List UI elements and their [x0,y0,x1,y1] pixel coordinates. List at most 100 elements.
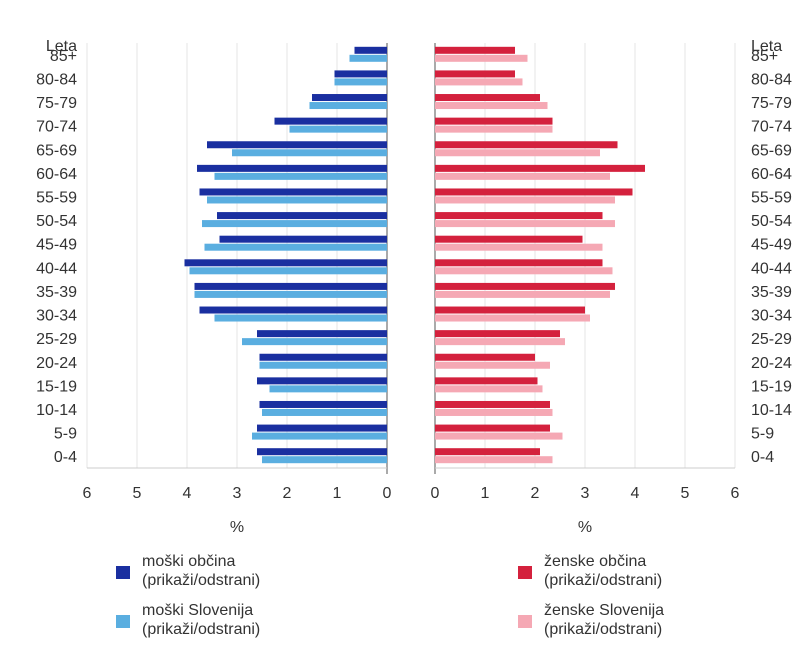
bar-female-slovenia [435,172,610,180]
bar-female-municipality [435,330,560,338]
bar-male-slovenia [214,172,387,180]
bar-female-municipality [435,188,633,196]
bar-female-slovenia [435,243,603,251]
bar-female-municipality [435,141,618,149]
bar-female-slovenia [435,196,615,204]
bar-male-municipality [199,188,387,196]
x-axis-label-right: % [578,519,592,536]
bar-male-municipality [259,400,387,408]
category-label-right: 20-24 [751,355,792,372]
legend-item-male-municipality[interactable]: moški občina (prikaži/odstrani) [116,552,260,590]
bar-female-slovenia [435,314,590,322]
bar-male-municipality [257,448,387,456]
legend-toggle-link[interactable]: (prikaži/odstrani) [142,572,261,589]
x-tick-label-left: 1 [333,485,342,502]
bar-female-slovenia [435,456,553,464]
bar-female-slovenia [435,220,615,228]
population-pyramid-chart: 0-4 0-4 5-9 5-9 10-14 10-14 15-19 15-19 20-24 20-… [36,38,792,536]
bar-female-slovenia [435,361,550,369]
category-label-left: 65-69 [36,142,77,159]
bar-female-slovenia [435,54,528,62]
x-tick-label-right: 2 [531,485,540,502]
legend-swatch [518,566,532,579]
bar-female-slovenia [435,78,523,86]
bar-male-municipality [257,424,387,432]
legend-toggle-link[interactable]: (prikaži/odstrani) [142,621,261,638]
legend-swatch [116,566,130,579]
bar-male-slovenia [262,456,387,464]
bar-female-slovenia [435,385,543,393]
bar-female-municipality [435,117,553,125]
bar-male-slovenia [289,125,387,133]
x-axis-label-left: % [230,519,244,536]
category-label-left: 15-19 [36,378,77,395]
bar-male-slovenia [232,149,387,157]
legend-item-male-slovenia[interactable]: moški Slovenija (prikaži/odstrani) [116,601,260,639]
category-label-right: 60-64 [751,166,792,183]
x-tick-label-left: 3 [233,485,242,502]
bar-male-municipality [334,70,387,78]
category-label-right: 0-4 [751,449,774,466]
bar-female-municipality [435,424,550,432]
bar-male-municipality [257,377,387,385]
category-label-left: 45-49 [36,237,77,254]
bar-male-municipality [259,353,387,361]
category-label-right: 45-49 [751,237,792,254]
category-label-left: 5-9 [54,426,77,443]
category-label-left: 20-24 [36,355,77,372]
bar-female-slovenia [435,290,610,298]
category-label-left: 35-39 [36,284,77,301]
bar-female-slovenia [435,432,563,440]
bar-female-slovenia [435,149,600,157]
category-label-right: 15-19 [751,378,792,395]
bar-male-slovenia [334,78,387,86]
legend-label: ženske občina [544,553,647,570]
legend-toggle-link[interactable]: (prikaži/odstrani) [544,572,663,589]
bar-male-slovenia [252,432,387,440]
category-label-right: 70-74 [751,119,792,136]
x-tick-label-left: 2 [283,485,292,502]
legend-swatch [518,615,532,628]
bar-male-municipality [184,259,387,267]
category-label-left: 10-14 [36,402,77,419]
bar-female-slovenia [435,125,553,133]
category-label-left: 30-34 [36,308,77,325]
category-label-right: 50-54 [751,213,792,230]
category-label-left: 55-59 [36,189,77,206]
bar-male-slovenia [269,385,387,393]
bar-female-slovenia [435,338,565,346]
legend-toggle-link[interactable]: (prikaži/odstrani) [544,621,663,638]
x-tick-label-right: 0 [431,485,440,502]
bar-male-municipality [354,46,387,54]
x-tick-label-left: 4 [183,485,192,502]
category-label-left: 85+ [50,48,77,65]
y-header-right: Leta [751,38,782,55]
category-label-left: 50-54 [36,213,77,230]
bar-male-slovenia [202,220,387,228]
x-tick-label-right: 1 [481,485,490,502]
legend-swatch [116,615,130,628]
category-label-right: 40-44 [751,260,792,277]
legend-item-female-slovenia[interactable]: ženske Slovenija (prikaži/odstrani) [518,601,664,639]
category-label-right: 5-9 [751,426,774,443]
bar-male-municipality [312,94,387,102]
bar-male-municipality [257,330,387,338]
category-label-right: 65-69 [751,142,792,159]
bar-male-slovenia [207,196,387,204]
category-label-right: 85+ [751,48,778,65]
bar-female-municipality [435,46,515,54]
legend-label: moški občina [142,553,236,570]
x-tick-label-right: 5 [681,485,690,502]
category-label-left: 80-84 [36,71,77,88]
x-tick-label-right: 3 [581,485,590,502]
legend-label: moški Slovenija [142,602,254,619]
bar-female-municipality [435,400,550,408]
x-tick-label-left: 0 [383,485,392,502]
category-label-right: 10-14 [751,402,792,419]
legend-item-female-municipality[interactable]: ženske občina (prikaži/odstrani) [518,552,662,590]
bar-male-municipality [219,235,387,243]
bar-female-municipality [435,353,535,361]
category-label-right: 75-79 [751,95,792,112]
legend-label: ženske Slovenija [544,602,665,619]
category-label-right: 30-34 [751,308,792,325]
